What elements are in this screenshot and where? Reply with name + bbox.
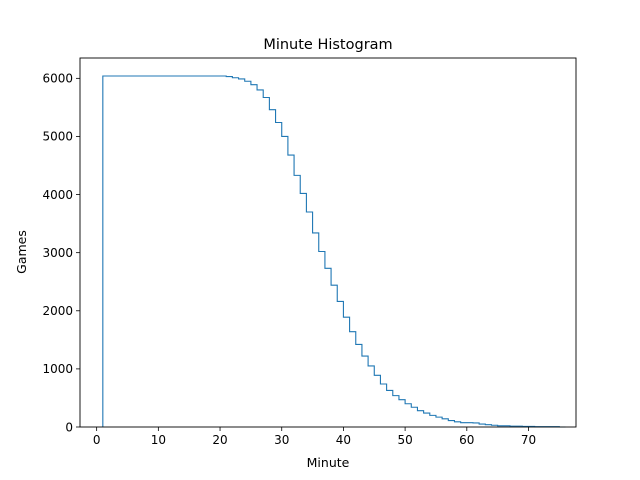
y-tick-label: 4000 — [42, 188, 73, 202]
x-tick-label: 40 — [336, 433, 351, 447]
y-tick-label: 2000 — [42, 304, 73, 318]
x-tick-label: 60 — [459, 433, 474, 447]
y-tick-label: 1000 — [42, 362, 73, 376]
series-layer — [102, 75, 566, 428]
y-axis-label: Games — [14, 230, 29, 274]
x-tick-label: 50 — [397, 433, 412, 447]
y-tick-label: 6000 — [42, 72, 73, 86]
x-tick-label: 20 — [212, 433, 227, 447]
y-tick-label: 3000 — [42, 246, 73, 260]
plot-area-frame — [79, 57, 577, 428]
histogram-step-line — [102, 75, 566, 428]
x-tick-label: 0 — [93, 433, 101, 447]
x-tick-label: 70 — [521, 433, 536, 447]
y-tick-label: 5000 — [42, 130, 73, 144]
x-axis-ticks: 0 10 20 30 40 50 60 70 — [93, 427, 536, 447]
y-axis-ticks: 0 1000 2000 3000 4000 5000 6000 — [42, 72, 80, 434]
x-tick-label: 30 — [274, 433, 289, 447]
y-tick-label: 0 — [65, 420, 73, 434]
chart-title: Minute Histogram — [263, 37, 392, 53]
x-tick-label: 10 — [151, 433, 166, 447]
x-axis-label: Minute — [307, 455, 350, 470]
